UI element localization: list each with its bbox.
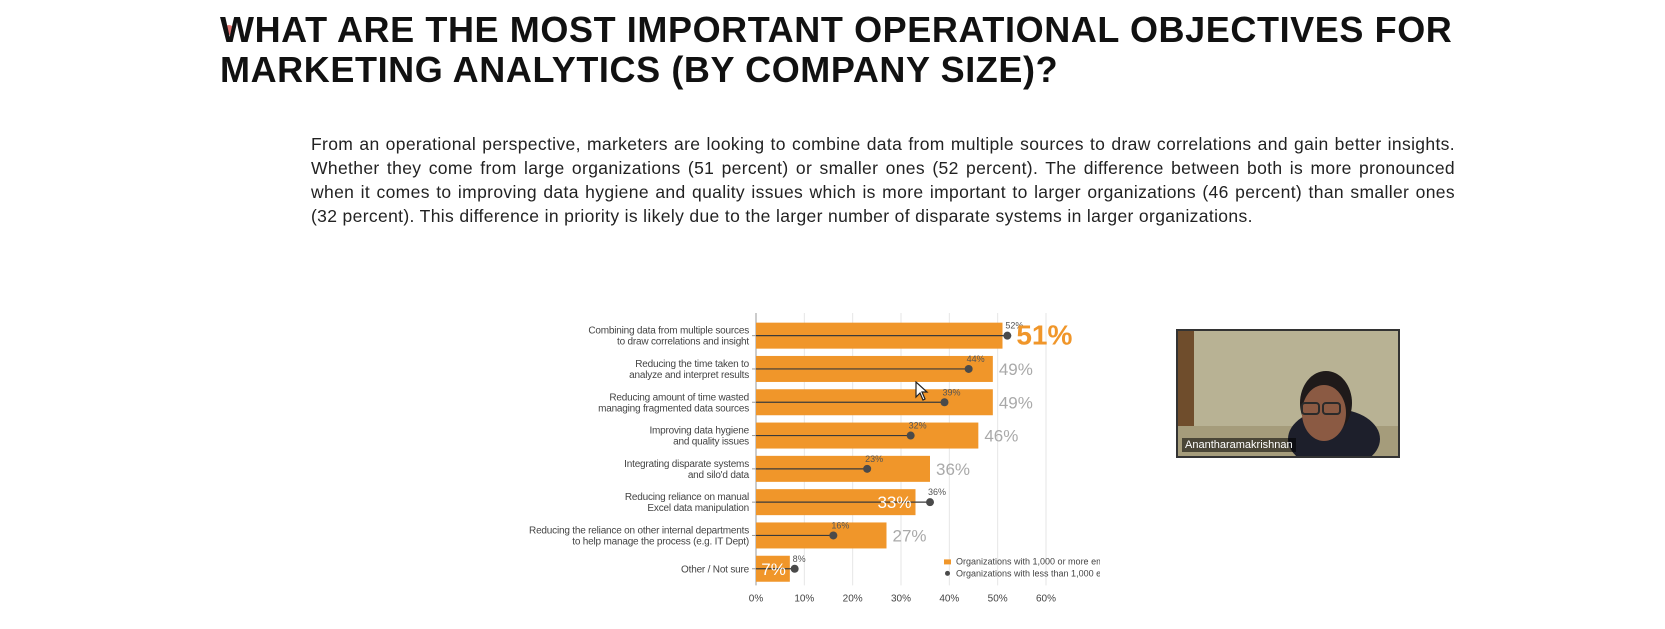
dot-data-label: 8% <box>793 554 806 564</box>
dot-data-label: 52% <box>1005 321 1023 331</box>
dot-point <box>964 364 973 373</box>
category-label: Integrating disparate systems <box>624 459 749 470</box>
participant-name-label: Anantharamakrishnan <box>1182 438 1296 452</box>
participant-video-tile[interactable]: Anantharamakrishnan <box>1176 329 1400 458</box>
dot-point <box>829 531 838 540</box>
category-label: managing fragmented data sources <box>598 403 749 414</box>
dot-point <box>863 464 872 473</box>
mouse-pointer-icon <box>915 381 929 401</box>
category-label: Reducing reliance on manual <box>625 492 749 503</box>
legend-bar-label: Organizations with 1,000 or more employe… <box>956 556 1100 566</box>
bar-data-label: 7% <box>761 560 786 579</box>
x-tick-label: 50% <box>988 593 1008 604</box>
dot-point <box>1003 331 1012 340</box>
category-label: to help manage the process (e.g. IT Dept… <box>572 536 749 547</box>
x-tick-label: 20% <box>843 593 863 604</box>
x-tick-label: 30% <box>891 593 911 604</box>
bar-data-label: 33% <box>877 493 911 512</box>
slide-title-line-2: MARKETING ANALYTICS (BY COMPANY SIZE)? <box>220 49 1059 90</box>
category-label: Excel data manipulation <box>647 503 749 514</box>
dot-data-label: 32% <box>909 421 927 431</box>
legend-dot-label: Organizations with less than 1,000 emplo… <box>956 568 1100 578</box>
dot-point <box>940 398 949 407</box>
x-tick-label: 0% <box>749 593 764 604</box>
category-label: Combining data from multiple sources <box>588 326 749 337</box>
objectives-chart: 0% 10% 20% 30% 40% 50% 60% Combining data from … <box>529 313 1100 604</box>
bar-data-label: 46% <box>984 427 1018 446</box>
category-label: to draw correlations and insight <box>617 337 749 348</box>
bar-data-label: 49% <box>999 393 1033 412</box>
category-label: Reducing amount of time wasted <box>609 392 749 403</box>
bar-data-label: 49% <box>999 360 1033 379</box>
dot-data-label: 44% <box>967 354 985 364</box>
category-label: Reducing the reliance on other internal … <box>529 525 749 536</box>
category-label: and silo'd data <box>688 470 750 481</box>
dot-data-label: 39% <box>943 387 961 397</box>
bar-data-label: 27% <box>893 526 927 545</box>
slide-description: From an operational perspective, markete… <box>311 134 1455 226</box>
dot-data-label: 23% <box>865 454 883 464</box>
recording-indicator <box>224 22 234 38</box>
dot-data-label: 36% <box>928 487 946 497</box>
legend-bar-swatch <box>944 559 951 565</box>
record-dot-icon <box>224 25 234 35</box>
participant-video-feed <box>1178 331 1398 456</box>
bar-data-label: 36% <box>936 460 970 479</box>
x-tick-label: 10% <box>794 593 814 604</box>
category-label: analyze and interpret results <box>629 370 749 381</box>
dot-point <box>790 564 799 573</box>
slide-title-line-1: WHAT ARE THE MOST IMPORTANT OPERATIONAL … <box>220 9 1453 50</box>
x-tick-label: 40% <box>939 593 959 604</box>
legend-dot-swatch <box>945 570 950 576</box>
category-label: Reducing the time taken to <box>635 359 749 370</box>
slide-title: WHAT ARE THE MOST IMPORTANT OPERATIONAL … <box>220 10 1460 90</box>
bar-data-label: 51% <box>1016 320 1072 351</box>
dot-point <box>906 431 915 440</box>
dot-point <box>926 498 934 507</box>
category-label: Other / Not sure <box>681 564 750 575</box>
dot-data-label: 16% <box>831 520 849 530</box>
x-tick-label: 60% <box>1036 593 1056 604</box>
category-label: Improving data hygiene <box>649 426 749 437</box>
category-label: and quality issues <box>673 437 749 448</box>
